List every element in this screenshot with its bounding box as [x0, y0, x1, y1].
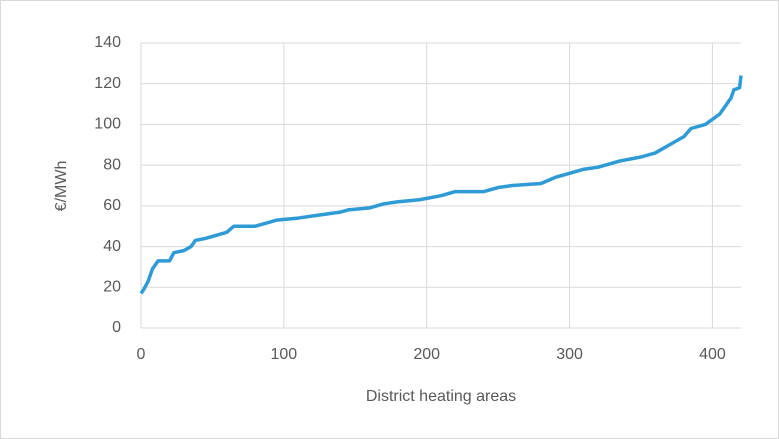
y-tick-label: 40 [103, 238, 121, 255]
x-axis-title: District heating areas [366, 388, 516, 405]
x-tick-label: 200 [413, 346, 440, 363]
y-tick-label: 20 [103, 279, 121, 296]
x-tick-label: 0 [137, 346, 146, 363]
y-tick-label: 100 [94, 116, 121, 133]
x-tick-label: 300 [556, 346, 583, 363]
x-tick-label: 400 [699, 346, 726, 363]
x-tick-label: 100 [271, 346, 298, 363]
y-tick-label: 0 [112, 319, 121, 336]
y-tick-label: 120 [94, 75, 121, 92]
data-line [139, 75, 743, 295]
y-tick-label: 80 [103, 156, 121, 173]
y-axis-title: €/MWh [53, 161, 70, 212]
y-tick-label: 60 [103, 197, 121, 214]
y-tick-label: 140 [94, 34, 121, 51]
